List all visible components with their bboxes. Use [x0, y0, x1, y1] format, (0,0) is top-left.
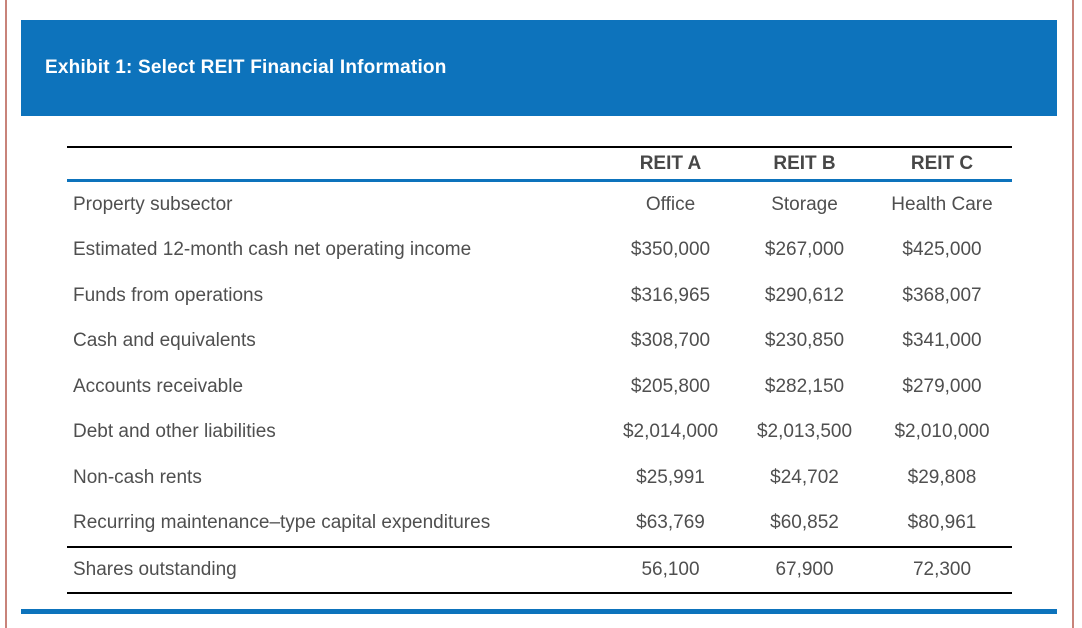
row-label: Funds from operations [73, 284, 264, 306]
cell-value: $2,014,000 [622, 421, 719, 443]
column-header-reit-c: REIT C [872, 146, 1012, 182]
header-empty-cell [67, 146, 604, 182]
cell-value: 56,100 [604, 546, 737, 594]
cell-value: Office [645, 193, 696, 215]
row-label: Accounts receivable [73, 375, 244, 397]
cell-value: $24,702 [770, 466, 839, 488]
cell-value: $308,700 [630, 330, 711, 352]
cell-value: $63,769 [636, 512, 705, 534]
row-label: Non-cash rents [73, 466, 202, 488]
reit-financials-table-container: REIT A REIT B REIT C Property subsector … [67, 146, 1012, 594]
cell-value: Storage [771, 193, 838, 215]
exhibit-header-bar: Exhibit 1: Select REIT Financial Informa… [21, 20, 1057, 116]
page-border-left [5, 0, 7, 628]
column-header-reit-b: REIT B [737, 146, 872, 182]
row-label: Cash and equivalents [73, 330, 256, 352]
cell-value: $25,991 [636, 466, 705, 488]
table-row: Cash and equivalents $308,700 $230,850 $… [67, 319, 1012, 365]
reit-financials-table: REIT A REIT B REIT C Property subsector … [67, 146, 1012, 594]
cell-value: $368,007 [902, 284, 982, 306]
table-row-shares-outstanding: Shares outstanding 56,100 67,900 72,300 [67, 546, 1012, 594]
row-label: Estimated 12-month cash net operating in… [73, 239, 472, 261]
cell-value: $267,000 [764, 239, 845, 261]
cell-value: $350,000 [630, 239, 711, 261]
cell-value: $29,808 [907, 466, 977, 488]
table-row: Recurring maintenance–type capital expen… [67, 501, 1012, 548]
cell-value: $60,852 [770, 512, 839, 534]
column-header-reit-a: REIT A [604, 146, 737, 182]
row-label: Debt and other liabilities [73, 421, 276, 443]
cell-value: $80,961 [907, 512, 977, 534]
cell-value: $279,000 [902, 375, 982, 397]
cell-value: $290,612 [764, 284, 845, 306]
bottom-accent-rule [21, 609, 1057, 614]
table-row: Non-cash rents $25,991 $24,702 $29,808 [67, 455, 1012, 501]
row-label: Recurring maintenance–type capital expen… [73, 512, 491, 534]
table-row: Debt and other liabilities $2,014,000 $2… [67, 410, 1012, 456]
row-label: Shares outstanding [67, 546, 604, 594]
table-row: Property subsector Office Storage Health… [67, 181, 1012, 228]
cell-value: $230,850 [764, 330, 845, 352]
cell-value: 67,900 [737, 546, 872, 594]
page-border-right [1072, 0, 1074, 628]
cell-value: $2,010,000 [894, 421, 990, 443]
exhibit-title: Exhibit 1: Select REIT Financial Informa… [45, 57, 447, 78]
cell-value: $341,000 [902, 330, 982, 352]
cell-value: $282,150 [764, 375, 845, 397]
table-row: Funds from operations $316,965 $290,612 … [67, 273, 1012, 319]
cell-value: $2,013,500 [756, 421, 853, 443]
cell-value: 72,300 [872, 546, 1012, 594]
row-label: Property subsector [73, 193, 233, 215]
table-row: Estimated 12-month cash net operating in… [67, 228, 1012, 274]
cell-value: $425,000 [902, 239, 982, 261]
table-header-row: REIT A REIT B REIT C [67, 146, 1012, 182]
cell-value: $316,965 [630, 284, 711, 306]
cell-value: Health Care [891, 193, 993, 215]
cell-value: $205,800 [630, 375, 711, 397]
table-row: Accounts receivable $205,800 $282,150 $2… [67, 364, 1012, 410]
